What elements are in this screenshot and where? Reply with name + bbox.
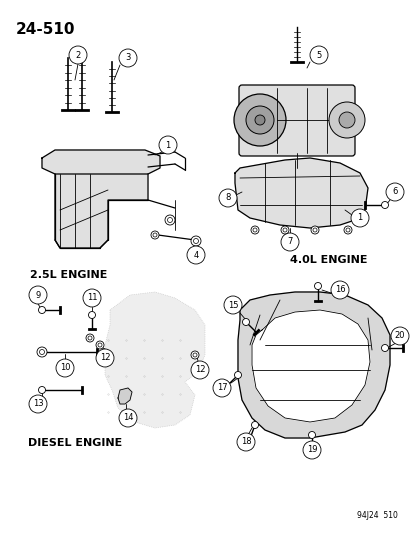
- Circle shape: [187, 246, 204, 264]
- Circle shape: [234, 372, 241, 378]
- Text: 4.0L ENGINE: 4.0L ENGINE: [289, 255, 367, 265]
- Circle shape: [251, 422, 258, 429]
- Circle shape: [83, 289, 101, 307]
- Text: 12: 12: [100, 353, 110, 362]
- Circle shape: [233, 94, 285, 146]
- Text: 94J24  510: 94J24 510: [356, 511, 397, 520]
- Circle shape: [343, 226, 351, 234]
- Text: 20: 20: [394, 332, 404, 341]
- Circle shape: [236, 433, 254, 451]
- Text: 4: 4: [193, 251, 198, 260]
- Text: 8: 8: [225, 193, 230, 203]
- FancyBboxPatch shape: [238, 85, 354, 156]
- Text: 2.5L ENGINE: 2.5L ENGINE: [30, 270, 107, 280]
- Circle shape: [159, 136, 177, 154]
- Circle shape: [88, 311, 95, 319]
- Circle shape: [96, 349, 114, 367]
- Text: 13: 13: [33, 400, 43, 408]
- Text: 10: 10: [59, 364, 70, 373]
- Circle shape: [223, 296, 242, 314]
- Circle shape: [190, 351, 199, 359]
- Text: 1: 1: [356, 214, 362, 222]
- Circle shape: [314, 282, 321, 289]
- Circle shape: [86, 334, 94, 342]
- Text: 24-510: 24-510: [16, 22, 75, 37]
- Circle shape: [38, 306, 45, 313]
- Circle shape: [218, 189, 236, 207]
- Circle shape: [328, 102, 364, 138]
- Text: 7: 7: [287, 238, 292, 246]
- Text: 3: 3: [125, 53, 131, 62]
- Circle shape: [29, 286, 47, 304]
- Circle shape: [390, 327, 408, 345]
- Polygon shape: [55, 174, 147, 248]
- Circle shape: [245, 106, 273, 134]
- Circle shape: [190, 236, 201, 246]
- Polygon shape: [237, 292, 389, 438]
- Text: 11: 11: [87, 294, 97, 303]
- Circle shape: [308, 432, 315, 439]
- Circle shape: [56, 359, 74, 377]
- Text: 17: 17: [216, 384, 227, 392]
- Polygon shape: [235, 158, 367, 228]
- Text: 14: 14: [122, 414, 133, 423]
- Circle shape: [309, 46, 327, 64]
- Circle shape: [242, 319, 249, 326]
- Text: 12: 12: [194, 366, 205, 375]
- Circle shape: [37, 347, 47, 357]
- Circle shape: [212, 379, 230, 397]
- Circle shape: [280, 226, 288, 234]
- Circle shape: [96, 341, 104, 349]
- Circle shape: [190, 361, 209, 379]
- Polygon shape: [42, 150, 159, 174]
- Text: DIESEL ENGINE: DIESEL ENGINE: [28, 438, 122, 448]
- Circle shape: [254, 115, 264, 125]
- Text: 19: 19: [306, 446, 316, 455]
- Circle shape: [350, 209, 368, 227]
- Circle shape: [38, 386, 45, 393]
- Text: 2: 2: [75, 51, 81, 60]
- Circle shape: [69, 46, 87, 64]
- Circle shape: [310, 226, 318, 234]
- Circle shape: [380, 201, 387, 208]
- Circle shape: [380, 344, 387, 351]
- Text: 15: 15: [227, 301, 237, 310]
- Text: 1: 1: [165, 141, 170, 149]
- Text: 5: 5: [316, 51, 321, 60]
- Circle shape: [338, 112, 354, 128]
- Circle shape: [151, 231, 159, 239]
- Circle shape: [330, 281, 348, 299]
- Circle shape: [165, 215, 175, 225]
- Circle shape: [302, 441, 320, 459]
- Text: 9: 9: [35, 290, 40, 300]
- Polygon shape: [252, 310, 369, 422]
- Polygon shape: [118, 388, 132, 404]
- Circle shape: [280, 233, 298, 251]
- Polygon shape: [105, 292, 204, 428]
- Circle shape: [250, 226, 259, 234]
- Text: 6: 6: [392, 188, 397, 197]
- Circle shape: [29, 395, 47, 413]
- Text: 18: 18: [240, 438, 251, 447]
- Circle shape: [119, 409, 137, 427]
- Circle shape: [38, 349, 45, 356]
- Circle shape: [119, 49, 137, 67]
- Circle shape: [385, 183, 403, 201]
- Text: 16: 16: [334, 286, 344, 295]
